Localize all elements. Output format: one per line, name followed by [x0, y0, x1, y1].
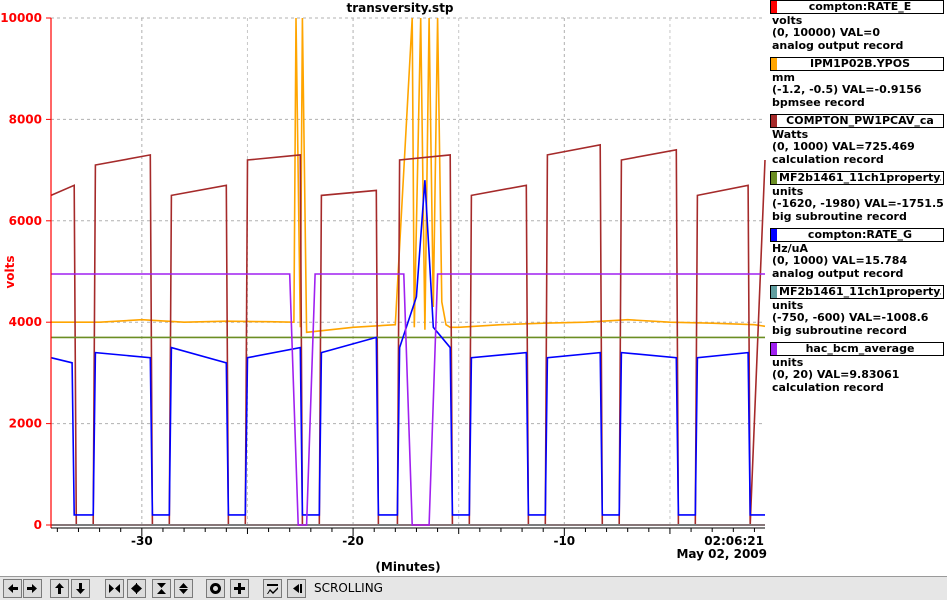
zoom-out-vertical-icon — [179, 583, 188, 594]
arrow-down-button[interactable] — [71, 579, 90, 598]
legend-range-value: (0, 10000) VAL=0 — [772, 26, 880, 39]
legend-name: IPM1P02B.YPOS — [810, 58, 910, 70]
chart-title: transversity.stp — [346, 1, 454, 15]
y-tick-label: 10000 — [0, 11, 42, 25]
legend-color-swatch — [771, 58, 777, 70]
status-text: SCROLLING — [314, 581, 383, 595]
series-line-6 — [51, 273, 765, 526]
legend-entry[interactable]: IPM1P02B.YPOS mm (-1.2, -0.5) VAL=-0.9156 b… — [768, 57, 946, 114]
legend-name-box[interactable]: IPM1P02B.YPOS — [770, 57, 944, 71]
arrow-down-icon — [76, 583, 85, 594]
legend-record-type: big subroutine record — [772, 324, 907, 337]
legend-unit: Hz/uA — [772, 242, 808, 255]
zoom-in-horizontal-button[interactable] — [105, 579, 124, 598]
legend-unit: units — [772, 299, 804, 312]
zoom-in-horizontal-icon — [109, 584, 120, 593]
tick-labels: 0 2000 4000 6000 8000 10000 -30 -20 -10 — [0, 11, 575, 548]
series-layer — [50, 17, 766, 526]
legend-color-swatch — [771, 343, 777, 355]
legend-name: MF2b1461_11ch1property.F — [779, 172, 941, 184]
legend-unit: units — [772, 356, 804, 369]
legend-name-box[interactable]: MF2b1461_11ch1property.F — [770, 171, 944, 185]
legend-record-type: calculation record — [772, 153, 884, 166]
legend-unit: volts — [772, 14, 803, 27]
legend-name: compton:RATE_G — [807, 229, 913, 241]
legend-range-value: (-750, -600) VAL=-1008.6 — [772, 311, 929, 324]
arrow-left-icon — [8, 584, 18, 593]
zoom-out-vertical-button[interactable] — [174, 579, 193, 598]
legend-range-value: (0, 1000) VAL=15.784 — [772, 254, 908, 267]
series-line-2 — [50, 143, 766, 526]
y-axis-label: volts — [3, 255, 17, 288]
legend-color-swatch — [771, 172, 777, 184]
y-tick-label: 2000 — [9, 417, 42, 431]
legend-color-swatch — [771, 229, 777, 241]
legend-color-swatch — [771, 1, 777, 13]
go-end-icon — [293, 584, 302, 593]
add-icon — [234, 583, 245, 594]
toolbar: SCROLLING — [0, 576, 947, 600]
legend-range-value: (0, 1000) VAL=725.469 — [772, 140, 915, 153]
legend-record-type: big subroutine record — [772, 210, 907, 223]
zoom-in-vertical-button[interactable] — [152, 579, 171, 598]
x-tick-label: -30 — [131, 534, 153, 548]
legend-entry[interactable]: hac_bcm_average units (0, 20) VAL=9.83061 c… — [768, 342, 946, 399]
strip-chart[interactable]: 0 2000 4000 6000 8000 10000 -30 -20 -10 volts (M… — [0, 0, 768, 576]
legend-record-type: analog output record — [772, 39, 904, 52]
legend-name: COMPTON_PW1PCAV_ca — [786, 115, 934, 127]
series-line-1 — [51, 17, 766, 334]
legend-entry[interactable]: MF2b1461_11ch1property.F units (-1620, -19… — [768, 171, 946, 228]
config-icon — [267, 584, 278, 594]
x-tick-label: -10 — [553, 534, 575, 548]
arrow-up-icon — [55, 583, 64, 594]
x-axis-label: (Minutes) — [375, 560, 440, 574]
arrow-right-button[interactable] — [23, 579, 42, 598]
auto-scale-icon — [210, 583, 221, 594]
date-label: May 02, 2009 — [676, 547, 767, 561]
legend-record-type: calculation record — [772, 381, 884, 394]
arrow-left-button[interactable] — [3, 579, 22, 598]
arrow-up-button[interactable] — [50, 579, 69, 598]
y-tick-label: 8000 — [9, 112, 42, 126]
x-tick-label: -20 — [342, 534, 364, 548]
legend-range-value: (-1.2, -0.5) VAL=-0.9156 — [772, 83, 922, 96]
zoom-out-horizontal-button[interactable] — [127, 579, 146, 598]
legend-unit: Watts — [772, 128, 809, 141]
y-tick-label: 0 — [34, 518, 42, 532]
legend-color-swatch — [771, 286, 777, 298]
legend-name-box[interactable]: hac_bcm_average — [770, 342, 944, 356]
legend-record-type: bpmsee record — [772, 96, 865, 109]
go-end-button[interactable] — [287, 579, 306, 598]
legend-name-box[interactable]: MF2b1461_11ch1property.E — [770, 285, 944, 299]
legend-name-box[interactable]: compton:RATE_E — [770, 0, 944, 14]
y-tick-label: 6000 — [9, 214, 42, 228]
arrow-right-icon — [27, 584, 37, 593]
legend-name-box[interactable]: COMPTON_PW1PCAV_ca — [770, 114, 944, 128]
auto-scale-button[interactable] — [206, 579, 225, 598]
series-line-4 — [50, 180, 765, 516]
legend-range-value: (-1620, -1980) VAL=-1751.5 — [772, 197, 944, 210]
axes — [46, 17, 765, 536]
zoom-out-horizontal-icon — [131, 583, 142, 594]
zoom-in-vertical-icon — [157, 583, 166, 594]
add-button[interactable] — [230, 579, 249, 598]
legend-record-type: analog output record — [772, 267, 904, 280]
y-tick-label: 4000 — [9, 315, 42, 329]
legend-name-box[interactable]: compton:RATE_G — [770, 228, 944, 242]
time-label: 02:06:21 — [704, 534, 764, 548]
config-button[interactable] — [263, 579, 282, 598]
legend-entry[interactable]: compton:RATE_G Hz/uA (0, 1000) VAL=15.784 a… — [768, 228, 946, 285]
legend-name: hac_bcm_average — [805, 343, 915, 355]
legend-entry[interactable]: COMPTON_PW1PCAV_ca Watts (0, 1000) VAL=725… — [768, 114, 946, 171]
legend-color-swatch — [771, 115, 777, 127]
legend-entry[interactable]: MF2b1461_11ch1property.E units (-750, -600… — [768, 285, 946, 342]
legend-unit: mm — [772, 71, 795, 84]
legend-range-value: (0, 20) VAL=9.83061 — [772, 368, 900, 381]
legend-unit: units — [772, 185, 804, 198]
legend-name: compton:RATE_E — [808, 1, 912, 13]
legend-name: MF2b1461_11ch1property.E — [779, 286, 941, 298]
